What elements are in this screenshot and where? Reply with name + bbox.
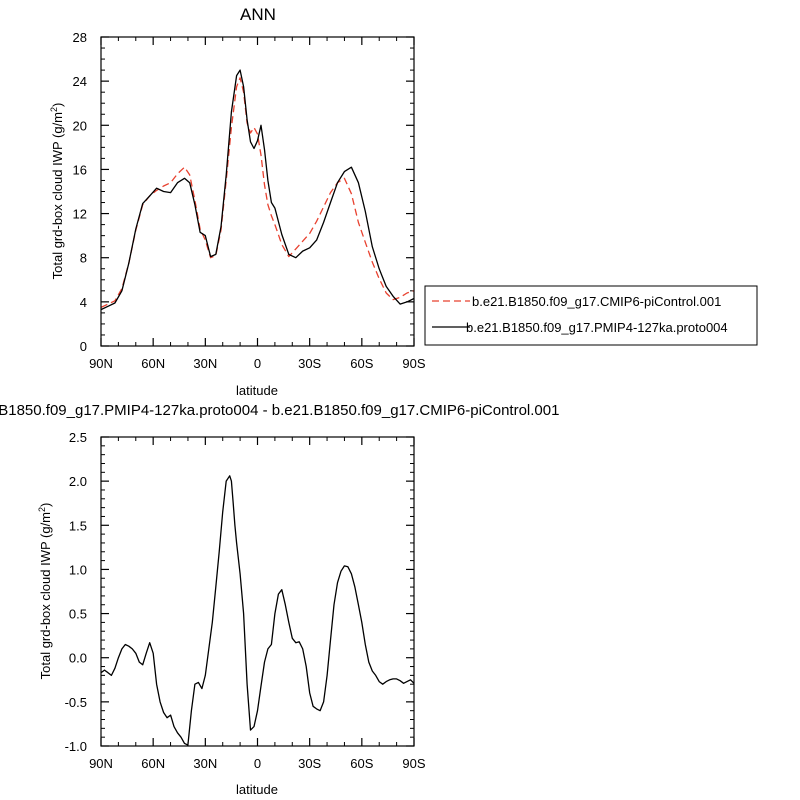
y-tick-label: 2.5 — [69, 430, 87, 445]
x-tick-label: 90N — [89, 356, 113, 371]
series-line-0-0 — [100, 77, 415, 308]
bottom-series-lines — [100, 475, 415, 746]
y-tick-label: 2.0 — [69, 474, 87, 489]
y-tick-label: 16 — [73, 162, 87, 177]
legend-label-picontrol: b.e21.B1850.f09_g17.CMIP6-piControl.001 — [472, 294, 721, 309]
x-tick-label: 30N — [193, 356, 217, 371]
bottom-panel: b.e21.B1850.f09_g17.PMIP4-127ka.proto004… — [0, 402, 559, 797]
bottom-axis-ticks — [100, 436, 415, 747]
x-tick-label: 30S — [298, 756, 321, 771]
top-y-axis-label-tail: ) — [50, 103, 65, 107]
x-tick-label: 0 — [254, 356, 261, 371]
bottom-x-axis-label: latitude — [236, 782, 278, 797]
x-tick-label: 60S — [350, 756, 373, 771]
x-tick-label: 90N — [89, 756, 113, 771]
bottom-y-axis-label-sup: 2 — [37, 507, 47, 512]
legend-box — [424, 285, 758, 346]
y-tick-label: 4 — [80, 295, 87, 310]
y-tick-label: 0.0 — [69, 651, 87, 666]
y-tick-label: 1.5 — [69, 518, 87, 533]
bottom-tick-labels: 90N 60N 30N 0 30S 60S 90S -1.0 -0.5 0.0 0.5 1.0 1.5 2… — [65, 430, 426, 771]
top-panel: ANN 90N 60N 30N 0 30S 60S 90S 0 4 8 12 16 20 24 28 lat… — [49, 5, 426, 398]
bottom-y-axis-label-main: Total grd-box cloud IWP (g/m — [38, 512, 53, 679]
x-tick-label: 90S — [402, 356, 425, 371]
x-tick-label: 90S — [402, 756, 425, 771]
y-tick-label: 0.5 — [69, 607, 87, 622]
y-tick-label: 12 — [73, 207, 87, 222]
top-y-axis-label-main: Total grd-box cloud IWP (g/m — [50, 112, 65, 279]
y-tick-label: 24 — [73, 74, 87, 89]
x-tick-label: 60N — [141, 756, 165, 771]
x-tick-label: 30S — [298, 356, 321, 371]
x-tick-label: 30N — [193, 756, 217, 771]
bottom-chart-title: b.e21.B1850.f09_g17.PMIP4-127ka.proto004… — [0, 402, 559, 419]
y-tick-label: -0.5 — [65, 695, 87, 710]
x-tick-label: 60N — [141, 356, 165, 371]
top-y-axis-label-sup: 2 — [49, 107, 59, 112]
legend: b.e21.B1850.f09_g17.CMIP6-piControl.001 … — [424, 285, 758, 346]
bottom-plot-frame — [100, 436, 415, 747]
series-line-0-1 — [100, 69, 415, 311]
y-tick-label: 0 — [80, 339, 87, 354]
series-line-1-0 — [100, 475, 415, 746]
x-tick-label: 0 — [254, 756, 261, 771]
top-series-lines — [100, 69, 415, 311]
top-axis-ticks — [100, 36, 415, 347]
x-tick-label: 60S — [350, 356, 373, 371]
bottom-y-axis-label: Total grd-box cloud IWP (g/m2) — [37, 503, 53, 680]
y-tick-label: 1.0 — [69, 562, 87, 577]
top-tick-labels: 90N 60N 30N 0 30S 60S 90S 0 4 8 12 16 20 24 28 — [73, 30, 426, 371]
y-tick-label: 20 — [73, 118, 87, 133]
y-tick-label: -1.0 — [65, 739, 87, 754]
top-x-axis-label: latitude — [236, 383, 278, 398]
top-chart-title: ANN — [240, 5, 276, 24]
bottom-y-axis-label-tail: ) — [38, 503, 53, 507]
y-tick-label: 28 — [73, 30, 87, 45]
y-tick-label: 8 — [80, 251, 87, 266]
top-plot-frame — [100, 36, 415, 347]
top-y-axis-label: Total grd-box cloud IWP (g/m2) — [49, 103, 65, 280]
legend-label-127ka: b.e21.B1850.f09_g17.PMIP4-127ka.proto004 — [466, 320, 728, 335]
